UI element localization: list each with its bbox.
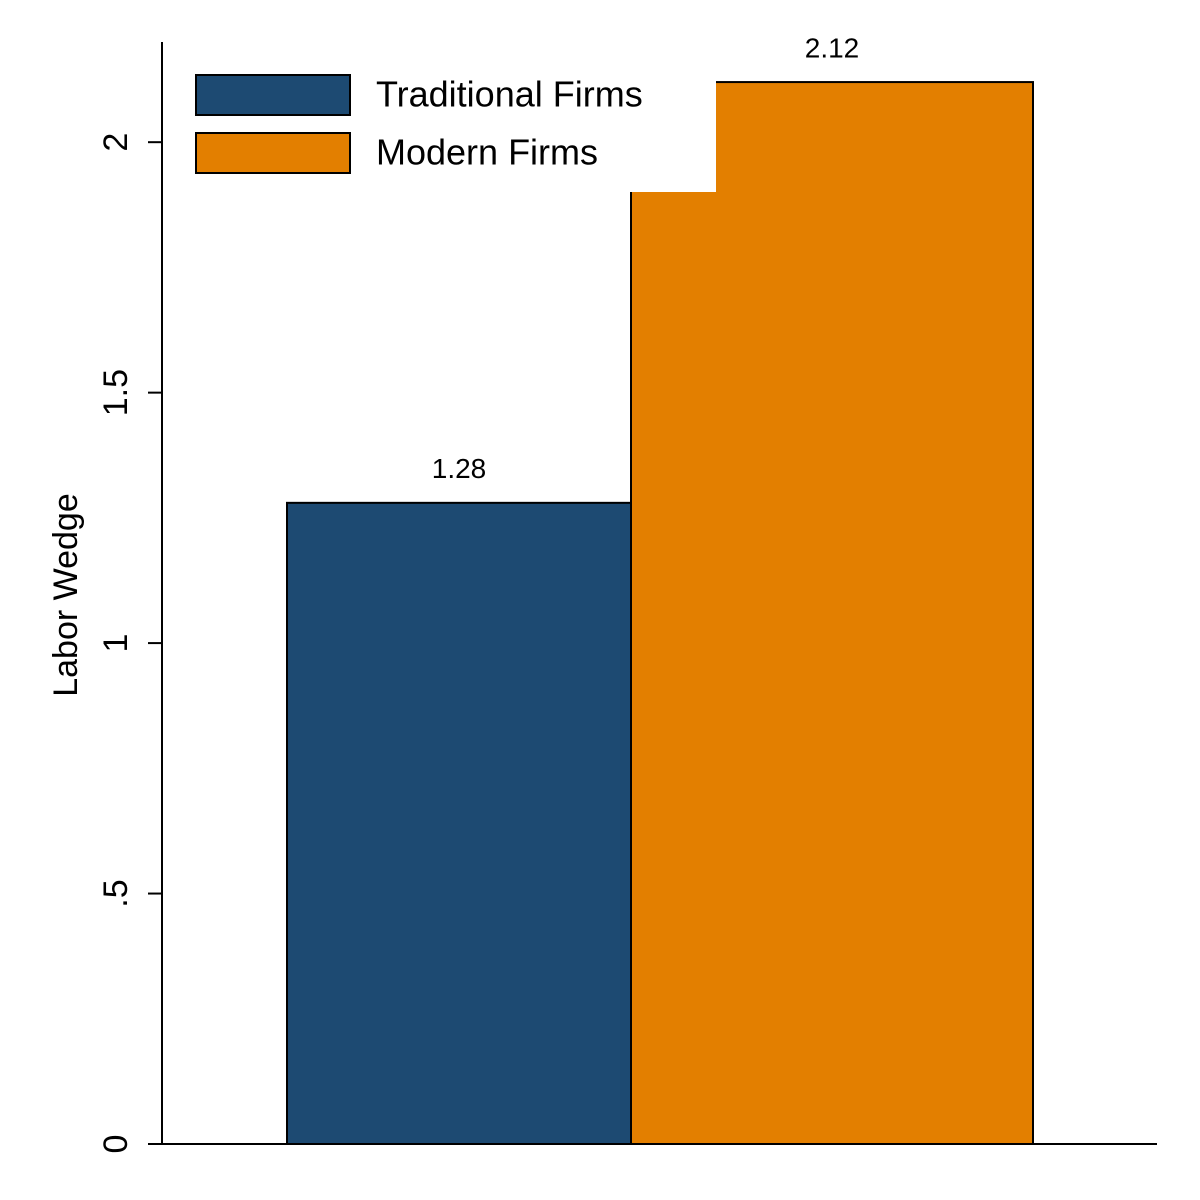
y-axis-label: Labor Wedge — [47, 493, 85, 697]
bar — [286, 501, 632, 1145]
value-label: 1.28 — [432, 453, 487, 484]
legend-label: Traditional Firms — [376, 74, 643, 115]
value-label: 2.12 — [805, 32, 860, 63]
bar — [630, 81, 1034, 1145]
y-tick-label: 2 — [97, 133, 135, 152]
y-tick-label: 1.5 — [97, 369, 135, 416]
legend-label: Modern Firms — [376, 132, 598, 173]
y-tick-label: .5 — [97, 879, 135, 907]
legend-swatch — [195, 132, 351, 174]
y-tick-label: 0 — [97, 1135, 135, 1154]
y-tick-label: 1 — [97, 634, 135, 653]
legend-swatch — [195, 74, 351, 116]
